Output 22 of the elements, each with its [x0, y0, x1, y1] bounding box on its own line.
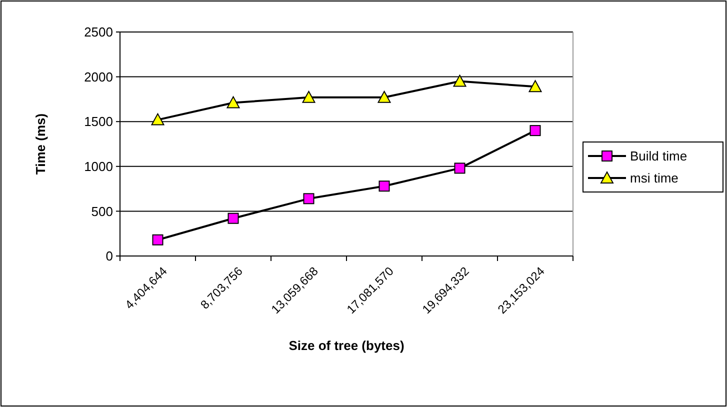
y-tick-label: 500 [91, 204, 113, 219]
point [151, 113, 164, 126]
point [378, 90, 391, 103]
legend-label: Build time [630, 148, 688, 164]
legend-label: msi time [630, 170, 678, 186]
point [530, 125, 541, 136]
point [302, 90, 316, 103]
point [453, 74, 466, 87]
y-tick-label: 1500 [84, 114, 113, 130]
point [226, 96, 240, 108]
y-axis-title: Time (ms) [33, 113, 48, 175]
y-tick-label: 2500 [84, 24, 113, 40]
point [303, 193, 314, 204]
point [152, 234, 164, 246]
y-tick-label: 0 [106, 248, 113, 264]
point [528, 80, 542, 92]
x-axis-title: Size of tree (bytes) [288, 338, 404, 353]
y-tick-label: 1000 [84, 158, 113, 174]
point [228, 212, 239, 224]
point [454, 162, 466, 174]
y-tick-label: 2000 [84, 69, 113, 84]
point [378, 180, 390, 192]
